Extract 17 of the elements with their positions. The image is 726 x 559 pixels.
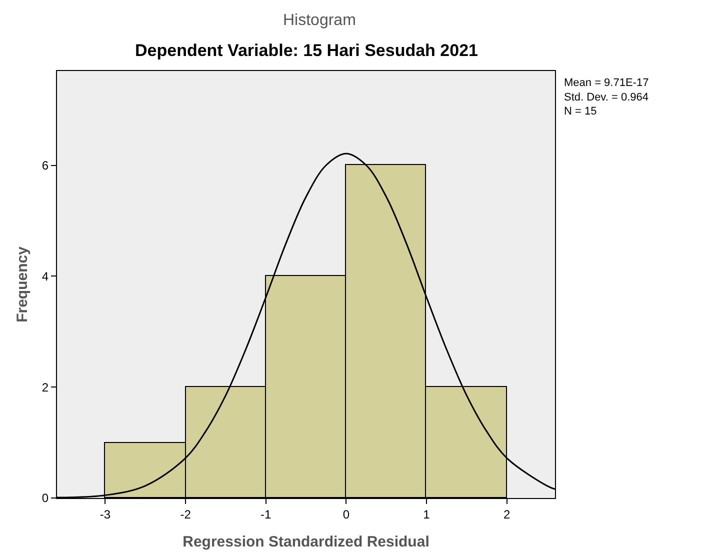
chart-subtitle: Dependent Variable: 15 Hari Sesudah 2021 [135, 41, 478, 60]
text: N = 15 [564, 106, 597, 118]
chart-title: Histogram [282, 12, 356, 30]
y-tick-label: 4 [42, 269, 49, 284]
y-tick-label: 6 [42, 158, 49, 172]
x-axis-title: Regression Standardized Residual [182, 533, 430, 550]
text: Std. Dev. = 0.964 [564, 91, 648, 104]
y-tick-label: 0 [42, 491, 49, 506]
x-tick-label: 0 [342, 507, 350, 522]
x-tick-label: -1 [260, 507, 272, 522]
x-tick-label: 2 [503, 507, 510, 522]
x-tick-label: -2 [180, 507, 192, 522]
x-tick-label: 1 [423, 507, 430, 522]
y-tick-label: 2 [42, 380, 49, 394]
x-tick-label: -3 [100, 507, 111, 522]
y-axis-title: Frequency [14, 246, 32, 322]
text: Mean = 9.71E-17 [564, 77, 649, 89]
